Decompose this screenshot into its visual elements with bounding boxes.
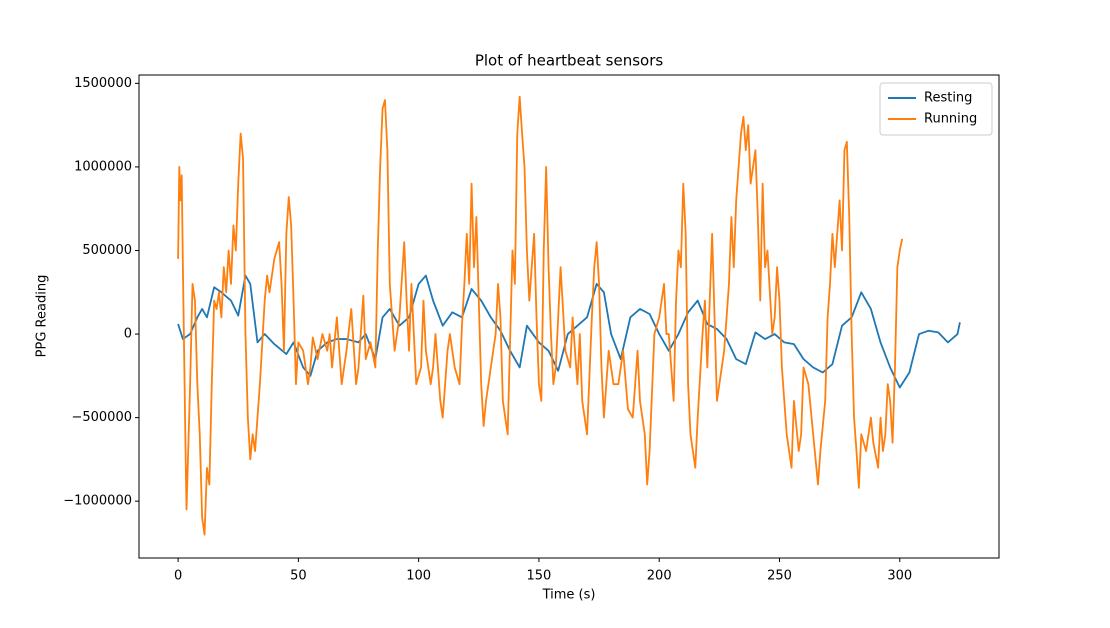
- y-tick-label: 1500000: [74, 76, 132, 91]
- x-tick-label: 50: [290, 569, 307, 584]
- x-tick-label: 300: [887, 569, 912, 584]
- plot-area: [177, 95, 961, 536]
- y-tick-label: 1000000: [74, 159, 132, 174]
- y-tick-label: 500000: [82, 243, 132, 258]
- x-tick-label: 100: [406, 569, 431, 584]
- chart-title: Plot of heartbeat sensors: [475, 52, 664, 70]
- y-tick-label: −500000: [71, 410, 132, 425]
- axes-frame: [138, 74, 1000, 559]
- y-tick-label: −1000000: [63, 494, 132, 509]
- x-tick-label: 150: [527, 569, 552, 584]
- legend-label: Resting: [924, 91, 972, 106]
- x-tick-label: 250: [767, 569, 792, 584]
- x-tick-label: 200: [647, 569, 672, 584]
- x-axis-label: Time (s): [542, 588, 596, 603]
- y-tick-label: 0: [124, 327, 132, 342]
- legend-label: Running: [924, 112, 977, 127]
- y-axis-label: PPG Reading: [35, 275, 50, 358]
- data-line: [177, 95, 904, 536]
- legend-box: [879, 82, 993, 136]
- x-tick-label: 0: [174, 569, 182, 584]
